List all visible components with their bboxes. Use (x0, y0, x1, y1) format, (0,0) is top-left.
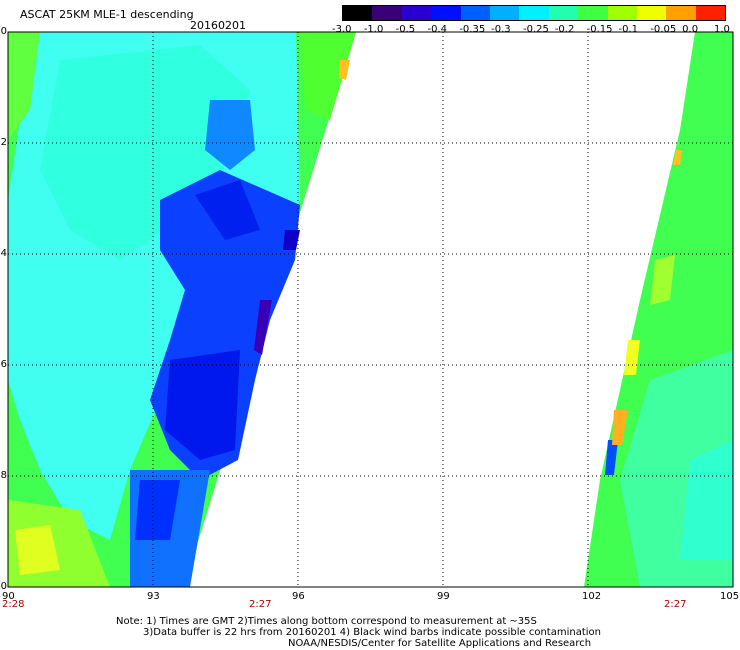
colorbar-label: -3.0 (332, 24, 352, 35)
colorbar-segment (666, 6, 696, 20)
colorbar-segment (401, 6, 432, 20)
colorbar-label: 1.0 (714, 24, 730, 35)
lat-tick-label: -38 (0, 470, 7, 481)
colorbar-segment (578, 6, 608, 20)
colorbar-segment (607, 6, 637, 20)
lat-tick-label: -34 (0, 248, 7, 259)
colorbar-segment (548, 6, 579, 20)
colorbar-segment (372, 6, 402, 20)
lon-tick-label: 102 (582, 591, 602, 602)
colorbar-segment (489, 6, 520, 20)
colorbar-label: -0.3 (491, 24, 511, 35)
time-right: 2:27 (664, 599, 687, 610)
colorbar-segment (460, 6, 490, 20)
lon-tick-label: 93 (147, 591, 160, 602)
colorbar-labels: -3.0 -1.0 -0.5 -0.4 -0.35 -0.3 -0.25 -0.2 -0.15-… (330, 24, 734, 36)
colorbar-segment (695, 6, 726, 20)
eastern-swath (584, 32, 733, 587)
map-title: ASCAT 25KM MLE-1 descending (20, 8, 194, 21)
colorbar-label: -0.35 (459, 24, 486, 35)
lat-tick-label: -30 (0, 26, 7, 37)
lon-tick-label: 96 (292, 591, 305, 602)
map-date: 20160201 (190, 19, 246, 32)
note-line-1: Note: 1) Times are GMT 2)Times along bot… (116, 616, 537, 627)
colorbar-segment (431, 6, 461, 20)
colorbar-segment (636, 6, 667, 20)
lon-tick-label: 99 (437, 591, 450, 602)
colorbar-label: -1.0 (363, 24, 384, 35)
time-left: 2:28 (2, 599, 25, 610)
colorbar-label: -0.1 (618, 24, 639, 35)
colorbar-label: -0.15 (586, 24, 613, 35)
colorbar-label: -0.4 (427, 24, 448, 35)
lon-tick-label: 105 (720, 591, 740, 602)
lat-tick-label: -36 (0, 359, 7, 370)
plot-border (7, 31, 734, 588)
colorbar-label: -0.5 (395, 24, 416, 35)
lat-tick-label: -40 (0, 581, 7, 592)
colorbar-label: -0.05 (650, 24, 677, 35)
colorbar-segment (343, 6, 373, 20)
colorbar-label: -0.25 (523, 24, 549, 35)
colorbar-label: 0.0 (682, 24, 699, 35)
note-line-3: NOAA/NESDIS/Center for Satellite Applica… (288, 638, 592, 649)
colorbar-segment (519, 6, 549, 20)
colorbar (342, 5, 726, 21)
lat-tick-label: -32 (0, 137, 7, 148)
time-mid: 2:27 (249, 599, 272, 610)
colorbar-label: -0.2 (554, 24, 575, 35)
lon-tick-label: 90 (2, 591, 15, 602)
western-swath (8, 32, 356, 587)
note-line-2: 3)Data buffer is 22 hrs from 20160201 4)… (143, 627, 601, 638)
